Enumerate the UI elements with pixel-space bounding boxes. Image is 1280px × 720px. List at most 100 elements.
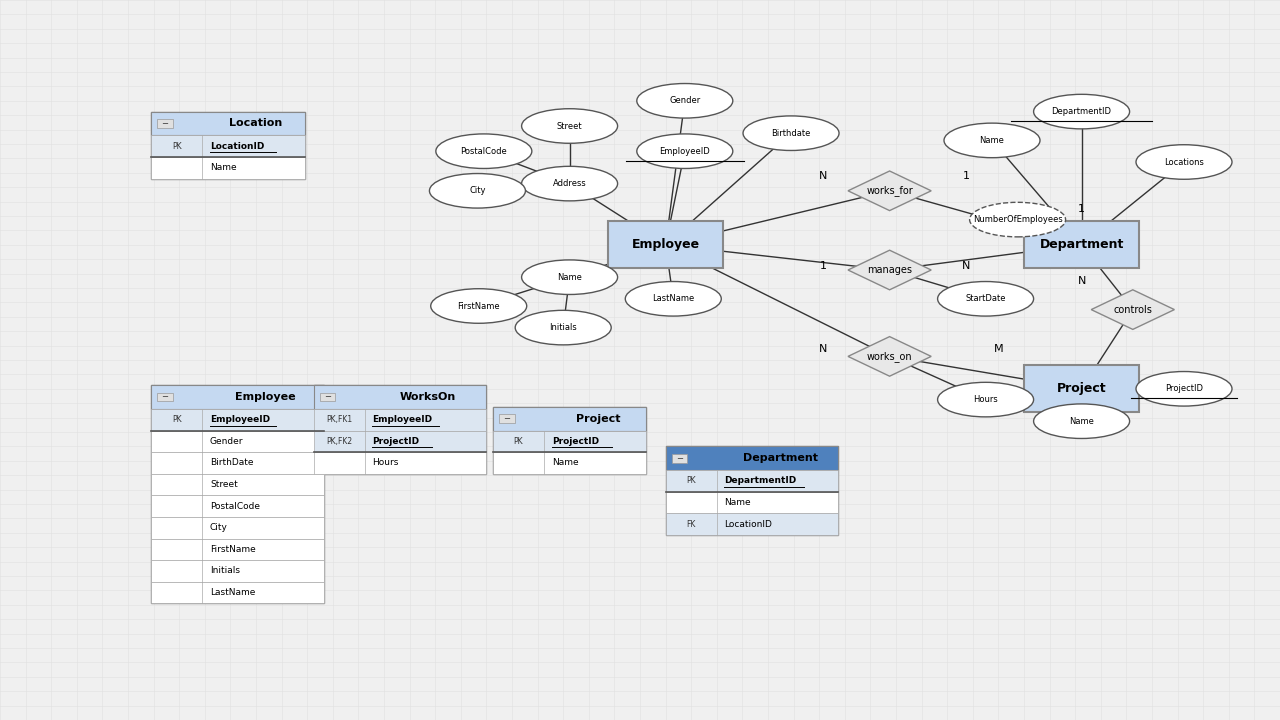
Text: Name: Name	[552, 459, 579, 467]
FancyBboxPatch shape	[151, 385, 324, 603]
FancyBboxPatch shape	[151, 452, 324, 474]
Text: LocationID: LocationID	[724, 520, 772, 528]
Text: WorksOn: WorksOn	[401, 392, 456, 402]
Text: FK: FK	[686, 520, 696, 528]
Ellipse shape	[1034, 94, 1129, 129]
FancyBboxPatch shape	[151, 409, 324, 431]
Text: Initials: Initials	[549, 323, 577, 332]
Text: PK: PK	[513, 437, 524, 446]
Text: −: −	[161, 392, 169, 402]
Polygon shape	[849, 171, 932, 211]
Text: controls: controls	[1114, 305, 1152, 315]
Text: EmployeeID: EmployeeID	[372, 415, 433, 424]
Ellipse shape	[1137, 145, 1231, 179]
Text: LocationID: LocationID	[210, 142, 264, 150]
Text: Locations: Locations	[1164, 158, 1204, 166]
FancyBboxPatch shape	[151, 157, 305, 179]
Text: Hours: Hours	[973, 395, 998, 404]
FancyBboxPatch shape	[666, 513, 838, 535]
FancyBboxPatch shape	[314, 431, 486, 452]
FancyBboxPatch shape	[493, 452, 646, 474]
Text: ProjectID: ProjectID	[372, 437, 420, 446]
Ellipse shape	[945, 123, 1039, 158]
Text: NumberOfEmployees: NumberOfEmployees	[973, 215, 1062, 224]
FancyBboxPatch shape	[493, 407, 646, 431]
FancyBboxPatch shape	[314, 452, 486, 474]
Text: DepartmentID: DepartmentID	[1052, 107, 1111, 116]
Text: M: M	[993, 344, 1004, 354]
FancyBboxPatch shape	[157, 393, 173, 402]
Polygon shape	[849, 251, 932, 290]
Text: DepartmentID: DepartmentID	[724, 477, 796, 485]
Text: N: N	[1078, 276, 1085, 286]
Text: PK: PK	[686, 477, 696, 485]
FancyBboxPatch shape	[151, 431, 324, 452]
Text: FirstName: FirstName	[457, 302, 500, 310]
Ellipse shape	[516, 310, 612, 345]
Text: Project: Project	[576, 414, 620, 423]
FancyBboxPatch shape	[608, 222, 723, 269]
FancyBboxPatch shape	[151, 474, 324, 495]
Text: −: −	[324, 392, 332, 402]
FancyBboxPatch shape	[151, 495, 324, 517]
FancyBboxPatch shape	[499, 415, 515, 423]
FancyBboxPatch shape	[493, 407, 646, 474]
FancyBboxPatch shape	[151, 539, 324, 560]
Ellipse shape	[1137, 372, 1231, 406]
Text: 1: 1	[819, 261, 827, 271]
Text: LastName: LastName	[652, 294, 695, 303]
Text: PK,FK1: PK,FK1	[326, 415, 352, 424]
Text: Name: Name	[979, 136, 1005, 145]
Text: 1: 1	[963, 171, 970, 181]
Text: works_on: works_on	[867, 351, 913, 362]
FancyBboxPatch shape	[1024, 366, 1139, 412]
Text: Name: Name	[557, 273, 582, 282]
Text: LastName: LastName	[210, 588, 255, 597]
Ellipse shape	[970, 202, 1065, 237]
Text: Project: Project	[1057, 382, 1106, 395]
Text: −: −	[161, 119, 169, 128]
Ellipse shape	[435, 134, 532, 168]
Text: N: N	[819, 344, 827, 354]
FancyBboxPatch shape	[666, 446, 838, 535]
Text: N: N	[963, 261, 970, 271]
Text: N: N	[819, 171, 827, 181]
Text: ProjectID: ProjectID	[552, 437, 599, 446]
Text: manages: manages	[867, 265, 913, 275]
Text: PostalCode: PostalCode	[210, 502, 260, 510]
FancyBboxPatch shape	[157, 120, 173, 128]
Ellipse shape	[430, 289, 527, 323]
Text: Gender: Gender	[210, 437, 243, 446]
Text: EmployeeID: EmployeeID	[210, 415, 270, 424]
FancyBboxPatch shape	[320, 393, 335, 402]
Text: City: City	[210, 523, 228, 532]
Text: Location: Location	[229, 119, 283, 128]
FancyBboxPatch shape	[1024, 222, 1139, 269]
Ellipse shape	[742, 116, 840, 150]
Ellipse shape	[625, 282, 722, 316]
Text: City: City	[470, 186, 485, 195]
Text: Name: Name	[724, 498, 751, 507]
FancyBboxPatch shape	[314, 385, 486, 409]
FancyBboxPatch shape	[666, 446, 838, 470]
FancyBboxPatch shape	[314, 385, 486, 474]
Text: PK: PK	[172, 415, 182, 424]
Text: Employee: Employee	[631, 238, 700, 251]
Text: works_for: works_for	[867, 185, 913, 197]
Text: Name: Name	[210, 163, 237, 172]
Text: StartDate: StartDate	[965, 294, 1006, 303]
Text: PK,FK2: PK,FK2	[326, 437, 352, 446]
FancyBboxPatch shape	[151, 582, 324, 603]
Text: Street: Street	[210, 480, 238, 489]
Text: Department: Department	[1039, 238, 1124, 251]
Ellipse shape	[637, 134, 733, 168]
Text: Initials: Initials	[210, 567, 239, 575]
Ellipse shape	[430, 174, 526, 208]
Text: FirstName: FirstName	[210, 545, 256, 554]
Ellipse shape	[637, 84, 733, 118]
Text: −: −	[503, 414, 511, 423]
Ellipse shape	[937, 282, 1034, 316]
Text: Gender: Gender	[669, 96, 700, 105]
Text: ProjectID: ProjectID	[1165, 384, 1203, 393]
Text: PK: PK	[172, 142, 182, 150]
